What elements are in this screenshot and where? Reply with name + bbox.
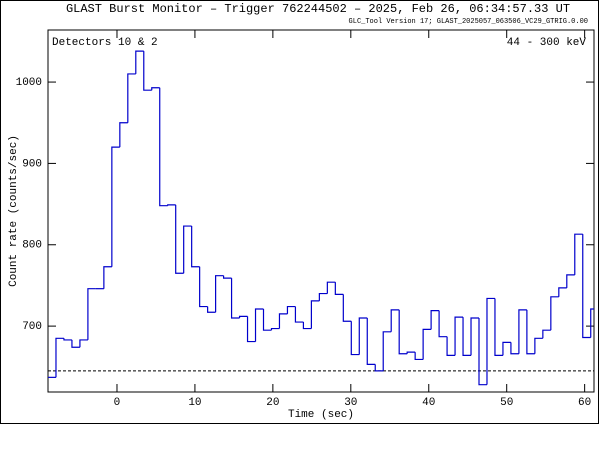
y-tick-label: 900 (22, 158, 42, 170)
y-tick-label: 700 (22, 321, 42, 333)
histogram-step (542, 329, 551, 339)
histogram-step (382, 331, 392, 371)
histogram-step (71, 339, 80, 348)
histogram-step (270, 327, 280, 331)
plot-frame (47, 29, 595, 393)
histogram-step (127, 73, 136, 123)
x-tick-label: 20 (266, 397, 279, 409)
histogram-step (534, 337, 543, 354)
histogram-step (175, 204, 184, 274)
histogram-step (350, 321, 360, 356)
histogram-step (390, 309, 400, 332)
plot-area (48, 50, 594, 386)
histogram-step (334, 282, 344, 295)
histogram-step (422, 328, 432, 360)
x-tick-label: 10 (188, 397, 201, 409)
histogram-step (183, 225, 192, 274)
x-axis-label: Time (sec) (288, 409, 354, 421)
y-tick-label: 1000 (16, 77, 42, 89)
histogram-step (215, 275, 224, 313)
histogram-step (550, 296, 559, 331)
histogram-step (494, 298, 503, 356)
y-tick-label: 800 (22, 240, 42, 252)
histogram-step (518, 309, 527, 354)
x-tick-label: 60 (578, 397, 591, 409)
histogram-step (159, 87, 168, 207)
histogram-step (238, 315, 248, 318)
histogram-step (119, 122, 128, 148)
histogram-step (143, 51, 152, 91)
histogram-step (111, 146, 120, 267)
histogram-step (406, 351, 416, 354)
histogram-step (438, 310, 448, 338)
x-tick-label: 0 (114, 397, 121, 409)
histogram-step (230, 278, 240, 319)
histogram-step (430, 310, 440, 330)
histogram-step (502, 341, 511, 356)
histogram-step (318, 292, 328, 301)
histogram-step (574, 233, 583, 275)
histogram-step (262, 309, 272, 331)
chart-subtitle: GLC_Tool Version 17; GLAST_2025057_06350… (349, 18, 588, 26)
histogram-step (470, 317, 480, 356)
histogram-step (326, 281, 336, 294)
histogram-step (286, 305, 296, 314)
histogram-step (590, 308, 594, 338)
histogram-step (342, 294, 352, 322)
histogram-step (558, 287, 567, 297)
histogram-step (294, 306, 304, 323)
histogram-step (167, 204, 176, 206)
histogram-step (278, 313, 288, 329)
histogram-step (63, 338, 72, 341)
histogram-step (207, 306, 216, 313)
histogram-step (79, 339, 88, 348)
histogram-step (199, 266, 208, 308)
histogram-step (358, 317, 368, 355)
histogram-step (414, 352, 424, 361)
x-tick-label: 30 (344, 397, 357, 409)
histogram-step (103, 266, 112, 289)
annotation: Detectors 10 & 2 (52, 37, 158, 49)
histogram-step (462, 317, 472, 356)
histogram-step (486, 297, 495, 385)
histogram-step (135, 50, 144, 74)
histogram-step (254, 308, 264, 342)
histogram-step (446, 336, 456, 356)
histogram-step (510, 342, 519, 355)
page-frame (0, 0, 599, 424)
histogram-step (246, 316, 256, 343)
histogram-step (191, 226, 200, 268)
histogram-step (302, 322, 312, 330)
histogram-step (526, 309, 535, 355)
annotation: 44 - 300 keV (507, 37, 587, 49)
y-axis-label: Count rate (counts/sec) (8, 135, 20, 287)
histogram-step (478, 317, 487, 386)
histogram-step (398, 309, 408, 355)
histogram-step (366, 317, 376, 365)
histogram-step (55, 337, 64, 378)
histogram-step (222, 275, 232, 279)
histogram-step (454, 316, 464, 356)
x-tick-label: 40 (422, 397, 435, 409)
histogram-step (310, 300, 320, 329)
histogram-step (582, 234, 591, 339)
histogram-step (87, 288, 96, 340)
x-tick-label: 50 (500, 397, 513, 409)
histogram-step (566, 274, 575, 288)
histogram-step (151, 87, 160, 91)
histogram-step (374, 364, 384, 372)
chart-title: GLAST Burst Monitor – Trigger 762244502 … (66, 2, 570, 16)
